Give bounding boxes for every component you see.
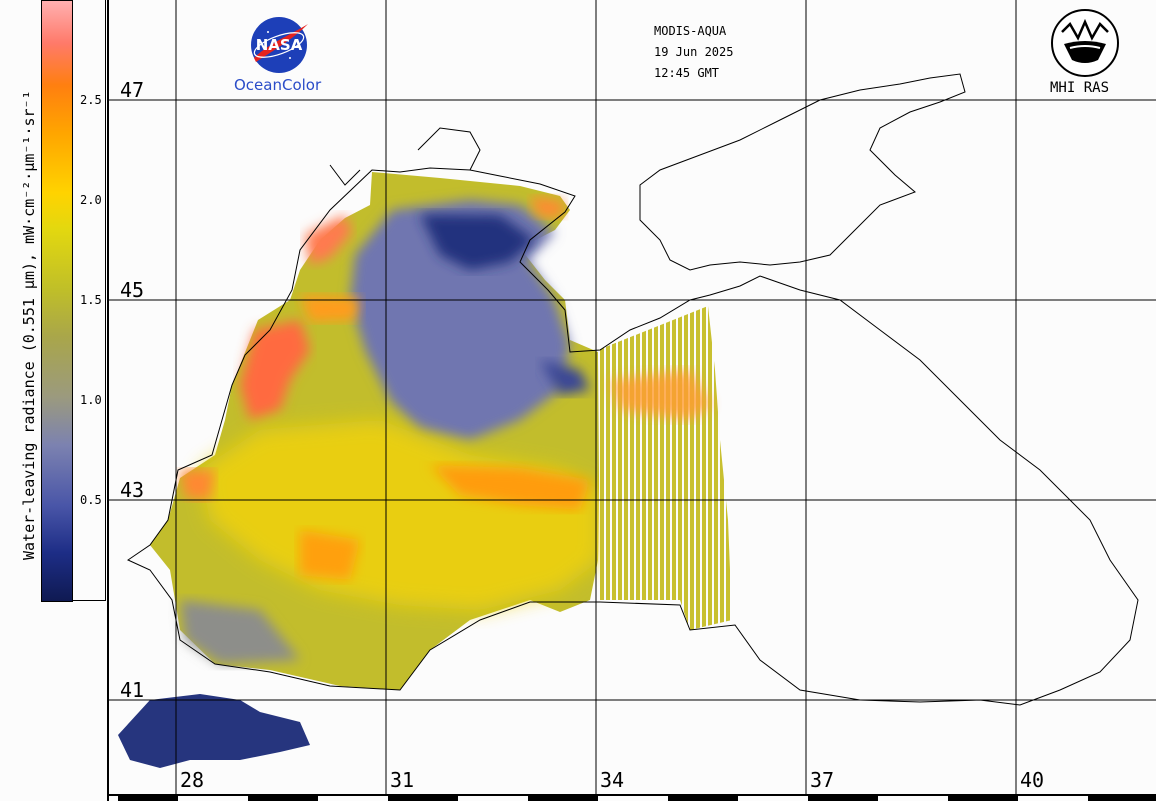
lat-label: 41 [120, 678, 145, 702]
date-label: 19 Jun 2025 [654, 45, 734, 59]
mhi-ras-label: MHI RAS [1050, 80, 1110, 96]
colorbar [41, 0, 73, 602]
colorbar-title: Water-leaving radiance (0.551 µm), mW·cm… [20, 90, 38, 560]
sensor-label: MODIS-AQUA [654, 24, 727, 38]
colorbar-tick: 1.5 [80, 293, 102, 307]
lon-label: 34 [600, 768, 625, 792]
lon-label: 28 [180, 768, 205, 792]
radiance-field [118, 172, 732, 768]
lat-label: 43 [120, 478, 145, 502]
coastline [126, 73, 1139, 706]
nasa-badge: NASA [256, 36, 303, 54]
mhi-ras-logo [1051, 9, 1119, 77]
bottom-scale [118, 796, 1156, 801]
lon-label: 40 [1020, 768, 1045, 792]
colorbar-tick: 1.0 [80, 393, 102, 407]
colorbar-tick: 2.0 [80, 193, 102, 207]
graticule [107, 0, 1156, 801]
colorbar-tick: 0.5 [80, 493, 102, 507]
lat-label: 47 [120, 78, 145, 102]
lon-label: 31 [390, 768, 415, 792]
lat-label: 45 [120, 278, 145, 302]
oceancolor-label: OceanColor [234, 76, 322, 94]
nasa-logo: NASA [251, 17, 308, 73]
colorbar-tick: 2.5 [80, 93, 102, 107]
lon-label: 37 [810, 768, 835, 792]
colorbar-frame [41, 0, 106, 601]
time-label: 12:45 GMT [654, 66, 720, 80]
